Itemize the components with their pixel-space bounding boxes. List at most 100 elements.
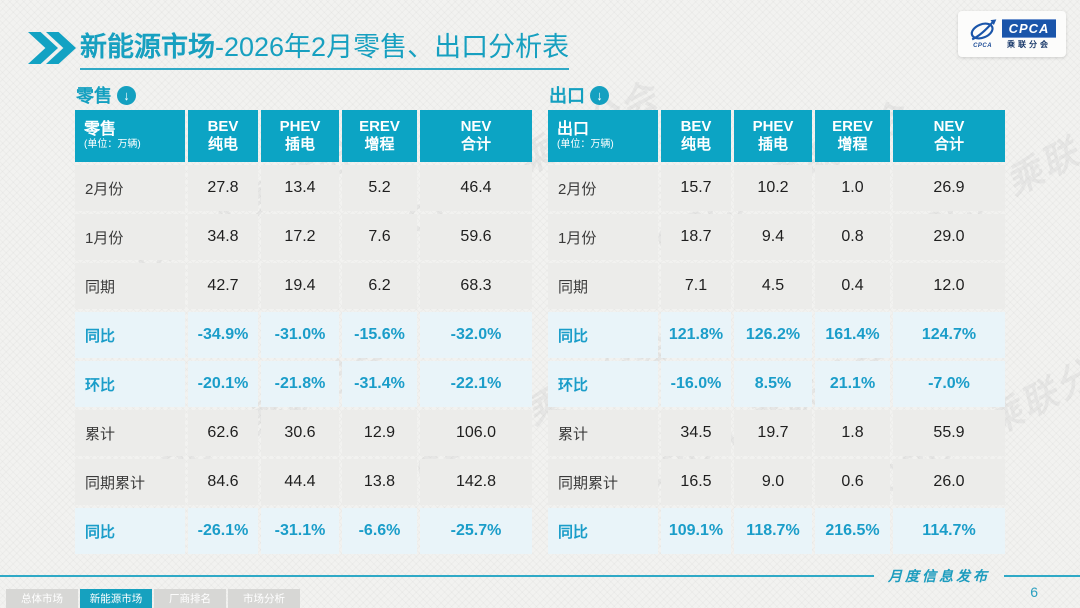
cell-value: 29.0 — [893, 214, 1005, 260]
cell-value: 7.6 — [342, 214, 417, 260]
cell-value: 142.8 — [420, 459, 532, 505]
corner-title: 出口 — [557, 121, 590, 139]
column-header-line2: 插电 — [284, 136, 315, 153]
cell-value: 216.5% — [815, 508, 890, 554]
column-header-line1: BEV — [207, 118, 239, 135]
cell-value: 68.3 — [420, 263, 532, 309]
cell-value: 1.8 — [815, 410, 890, 456]
table-header-row: 零售 (单位：万辆) BEV 纯电 PHEV 插电 EREV 增程 NEV 合计 — [75, 110, 532, 162]
cell-value: 30.6 — [261, 410, 339, 456]
cell-value: 126.2% — [734, 312, 812, 358]
column-header-line2: 合计 — [933, 136, 964, 153]
row-label: 1月份 — [75, 214, 185, 260]
page-title-bold: 新能源市场 — [80, 32, 215, 62]
cell-value: 12.0 — [893, 263, 1005, 309]
cell-value: 42.7 — [188, 263, 258, 309]
table-row: 2月份 27.8 13.4 5.2 46.4 — [75, 165, 532, 211]
footer-tab[interactable]: 新能源市场 — [80, 589, 152, 608]
cell-value: 19.4 — [261, 263, 339, 309]
cell-value: -26.1% — [188, 508, 258, 554]
column-header-line2: 合计 — [460, 136, 491, 153]
cpca-logo: CPCA CPCA 乘联分会 — [958, 11, 1066, 57]
cell-value: 84.6 — [188, 459, 258, 505]
cell-value: 0.4 — [815, 263, 890, 309]
cell-value: 62.6 — [188, 410, 258, 456]
cell-value: 26.9 — [893, 165, 1005, 211]
footer-tab[interactable]: 厂商排名 — [154, 589, 226, 608]
cell-value: -16.0% — [661, 361, 731, 407]
cell-value: -7.0% — [893, 361, 1005, 407]
footer-tab[interactable]: 市场分析 — [228, 589, 300, 608]
cell-value: 9.0 — [734, 459, 812, 505]
table-row: 同期 42.7 19.4 6.2 68.3 — [75, 263, 532, 309]
cell-value: -21.8% — [261, 361, 339, 407]
row-label: 同期累计 — [75, 459, 185, 505]
retail-table: 零售 (单位：万辆) BEV 纯电 PHEV 插电 EREV 增程 NEV 合计 2月份 27.… — [75, 110, 532, 557]
row-label: 同期累计 — [548, 459, 658, 505]
cell-value: 8.5% — [734, 361, 812, 407]
row-label: 2月份 — [548, 165, 658, 211]
column-header-line1: BEV — [680, 118, 712, 135]
cell-value: -31.1% — [261, 508, 339, 554]
cell-value: -34.9% — [188, 312, 258, 358]
cell-value: -15.6% — [342, 312, 417, 358]
footer-ribbon: 月度信息发布 — [0, 566, 1080, 586]
cell-value: 0.8 — [815, 214, 890, 260]
table-row: 累计 34.5 19.7 1.8 55.9 — [548, 410, 1005, 456]
export-table: 出口 (单位：万辆) BEV 纯电 PHEV 插电 EREV 增程 NEV 合计 2月份 15.… — [548, 110, 1005, 557]
table-body: 2月份 27.8 13.4 5.2 46.4 1月份 34.8 17.2 7.6 59.6 同期 42… — [75, 165, 532, 554]
row-label: 累计 — [548, 410, 658, 456]
table-row: 环比 -20.1% -21.8% -31.4% -22.1% — [75, 361, 532, 407]
cell-value: 59.6 — [420, 214, 532, 260]
cell-value: -31.0% — [261, 312, 339, 358]
footer-ribbon-text: 月度信息发布 — [888, 569, 990, 585]
footer-divider-line — [1004, 575, 1080, 577]
cell-value: 5.2 — [342, 165, 417, 211]
row-label: 同比 — [75, 508, 185, 554]
column-header-line1: PHEV — [279, 118, 321, 135]
row-label: 同比 — [548, 508, 658, 554]
row-label: 同期 — [548, 263, 658, 309]
column-header-line2: 增程 — [837, 136, 868, 153]
row-label: 1月份 — [548, 214, 658, 260]
cell-value: 1.0 — [815, 165, 890, 211]
cell-value: 9.4 — [734, 214, 812, 260]
table-row: 同比 -26.1% -31.1% -6.6% -25.7% — [75, 508, 532, 554]
column-header-line1: NEV — [933, 118, 965, 135]
cell-value: 124.7% — [893, 312, 1005, 358]
corner-unit: (单位：万辆) — [557, 139, 614, 151]
section-label-export: 出口 ↓ — [549, 82, 609, 108]
cell-value: -25.7% — [420, 508, 532, 554]
cpca-swoosh-icon: CPCA — [968, 19, 998, 49]
table-header-row: 出口 (单位：万辆) BEV 纯电 PHEV 插电 EREV 增程 NEV 合计 — [548, 110, 1005, 162]
table-row: 同期累计 84.6 44.4 13.8 142.8 — [75, 459, 532, 505]
column-header-line1: EREV — [832, 118, 873, 135]
cell-value: -22.1% — [420, 361, 532, 407]
column-header-line1: PHEV — [752, 118, 794, 135]
column-header-line2: 纯电 — [207, 136, 238, 153]
cell-value: 16.5 — [661, 459, 731, 505]
row-label: 同期 — [75, 263, 185, 309]
section-label-retail-text: 零售 — [76, 86, 112, 106]
cell-value: 46.4 — [420, 165, 532, 211]
column-header-line2: 插电 — [757, 136, 788, 153]
down-arrow-circle-icon: ↓ — [117, 85, 136, 105]
cell-value: 0.6 — [815, 459, 890, 505]
cell-value: 34.5 — [661, 410, 731, 456]
down-arrow-circle-icon: ↓ — [590, 85, 609, 105]
cell-value: 7.1 — [661, 263, 731, 309]
footer-tab[interactable]: 总体市场 — [6, 589, 78, 608]
footer-tabs: 总体市场 新能源市场 厂商排名 市场分析 — [6, 589, 300, 608]
table-body: 2月份 15.7 10.2 1.0 26.9 1月份 18.7 9.4 0.8 29.0 同期 7.1… — [548, 165, 1005, 554]
cell-value: 114.7% — [893, 508, 1005, 554]
cpca-brand-sub: 乘联分会 — [1007, 39, 1051, 49]
row-label: 同比 — [75, 312, 185, 358]
table-row: 1月份 18.7 9.4 0.8 29.0 — [548, 214, 1005, 260]
cell-value: 34.8 — [188, 214, 258, 260]
cell-value: 161.4% — [815, 312, 890, 358]
cell-value: 21.1% — [815, 361, 890, 407]
corner-title: 零售 — [84, 121, 117, 139]
cell-value: 12.9 — [342, 410, 417, 456]
table-row: 累计 62.6 30.6 12.9 106.0 — [75, 410, 532, 456]
